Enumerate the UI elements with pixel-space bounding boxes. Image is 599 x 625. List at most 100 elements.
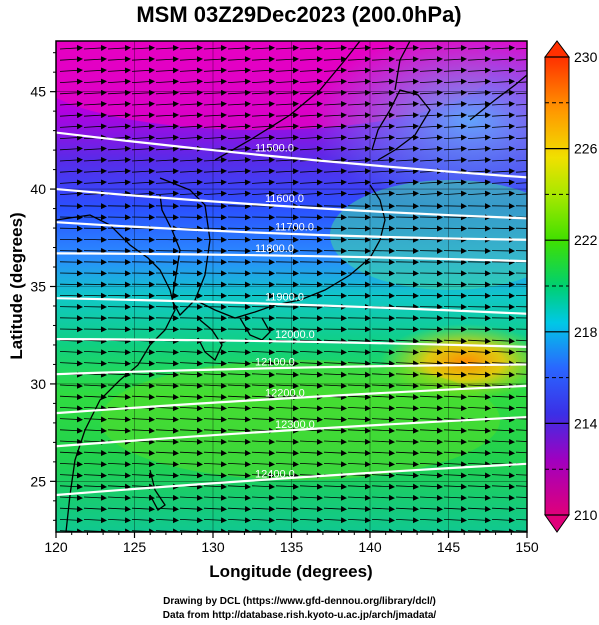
wind-arrow [251, 100, 275, 107]
wind-arrow [299, 416, 323, 423]
wind-arrow [347, 67, 371, 74]
wind-arrow [59, 168, 83, 175]
wind-arrow [107, 450, 131, 457]
wind-arrow [203, 168, 227, 175]
wind-arrow [395, 89, 419, 96]
wind-arrow [179, 394, 203, 401]
wind-arrow [59, 461, 83, 468]
wind-arrow [131, 427, 155, 434]
wind-arrow [467, 349, 491, 356]
wind-arrow [275, 450, 299, 457]
wind-arrow [323, 179, 347, 186]
wind-arrow [203, 134, 227, 141]
wind-arrow [131, 360, 155, 367]
wind-arrow [227, 44, 251, 51]
wind-arrow [275, 405, 299, 412]
korea-coast [159, 177, 211, 317]
wind-arrow [251, 168, 275, 175]
wind-arrow [203, 494, 227, 501]
wind-arrow [83, 123, 107, 130]
wind-arrow [227, 494, 251, 501]
wind-arrow [131, 394, 155, 401]
wind-arrow [443, 394, 467, 401]
x-tick-label: 120 [44, 539, 68, 555]
wind-arrow [203, 156, 227, 163]
wind-arrow [467, 156, 491, 163]
wind-arrow [107, 394, 131, 401]
wind-arrow [323, 56, 347, 63]
x-axis-label: Longitude (degrees) [209, 562, 372, 581]
wind-arrow [443, 438, 467, 445]
credit-dcl: Drawing by DCL (https://www.gfd-dennou.o… [163, 596, 436, 607]
wind-arrow [467, 506, 491, 513]
wind-arrow [299, 67, 323, 74]
wind-arrow [131, 168, 155, 175]
wind-arrow [83, 517, 107, 524]
colorbar-top-triangle [544, 40, 570, 58]
wind-arrow [347, 483, 371, 490]
wind-arrow [227, 349, 251, 356]
wind-arrow [83, 168, 107, 175]
x-tick-label: 135 [280, 539, 304, 555]
wind-arrow [443, 405, 467, 412]
wind-arrow [347, 44, 371, 51]
wind-arrow [443, 427, 467, 434]
wind-arrow [83, 156, 107, 163]
wind-arrow [443, 461, 467, 468]
wind-arrow [59, 179, 83, 186]
wind-arrow [155, 179, 179, 186]
wind-arrow [131, 190, 155, 197]
wind-arrow [107, 145, 131, 152]
wind-arrow [395, 123, 419, 130]
wind-arrow [491, 134, 515, 141]
wind-arrow [59, 123, 83, 130]
wind-arrow [395, 506, 419, 513]
wind-arrow [155, 472, 179, 479]
wind-arrow [59, 56, 83, 63]
wind-arrow [371, 145, 395, 152]
wind-arrow [227, 56, 251, 63]
wind-arrow [251, 517, 275, 524]
wind-arrow [443, 506, 467, 513]
wind-arrow [347, 371, 371, 378]
wind-arrow [467, 472, 491, 479]
wind-arrow [155, 461, 179, 468]
gridlines [56, 41, 527, 532]
wind-arrow [299, 438, 323, 445]
wind-arrow [419, 416, 443, 423]
wind-arrow [155, 134, 179, 141]
contour-label: 11500.0 [255, 142, 294, 154]
wind-arrow [275, 100, 299, 107]
wind-arrow [251, 179, 275, 186]
plot-area: 11500.0 11600.0 11700.0 11800.0 11900.0 12000… [56, 41, 527, 532]
wind-arrow [275, 78, 299, 85]
wind-arrow [371, 44, 395, 51]
wind-arrow [347, 123, 371, 130]
wind-arrow [467, 112, 491, 119]
wind-arrow [395, 360, 419, 367]
contour-label: 12400.0 [255, 468, 295, 480]
wind-arrow [227, 78, 251, 85]
wind-arrow [203, 67, 227, 74]
wind-arrow [131, 382, 155, 389]
wind-arrow [107, 349, 131, 356]
wind-arrow [419, 371, 443, 378]
wind-arrow [299, 371, 323, 378]
contour-line-12400.0 [56, 462, 527, 497]
wind-arrow [395, 472, 419, 479]
wind-arrow [395, 44, 419, 51]
colorbar-tick-label: 210 [574, 507, 598, 523]
wind-arrow [347, 506, 371, 513]
wind-arrow [371, 349, 395, 356]
wind-arrow [443, 338, 467, 345]
primorye-coast [214, 41, 361, 161]
wind-arrow [227, 450, 251, 457]
wind-arrow [107, 416, 131, 423]
wind-arrow [491, 405, 515, 412]
wind-arrow [275, 461, 299, 468]
wind-arrow [59, 472, 83, 479]
wind-arrow [107, 56, 131, 63]
wind-arrow [83, 89, 107, 96]
wind-arrow [155, 506, 179, 513]
y-tick-label: 30 [30, 376, 46, 392]
